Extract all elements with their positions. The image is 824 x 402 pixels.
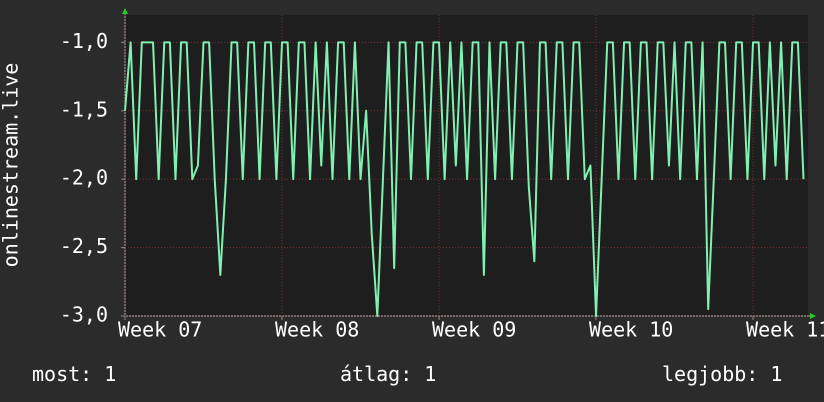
legend-value: 1 [424,362,436,386]
y-tick-label: -2,0 [60,166,108,190]
data-line [124,41,805,317]
legend-entry: legjobb: 1 [662,362,782,386]
legend-value: 1 [770,362,782,386]
y-axis-label: onlinestream.live [0,63,23,268]
y-tick-label: -1,5 [60,97,108,121]
y-tick-label: -3,0 [60,303,108,327]
x-tick-label: Week 07 [118,318,202,342]
legend-label: legjobb: [662,362,758,386]
x-tick-label: Week 11 [746,318,824,342]
y-tick-label: -2,5 [60,234,108,258]
legend-entry: átlag: 1 [340,362,436,386]
x-tick-label: Week 10 [589,318,673,342]
axis-arrow [810,313,816,319]
y-tick-label: -1,0 [60,29,108,53]
legend-label: átlag: [340,362,412,386]
legend-label: most: [32,362,92,386]
axis-arrow [122,8,128,14]
legend-value: 1 [104,362,116,386]
x-tick-label: Week 09 [432,318,516,342]
x-tick-label: Week 08 [275,318,359,342]
legend-entry: most: 1 [32,362,116,386]
